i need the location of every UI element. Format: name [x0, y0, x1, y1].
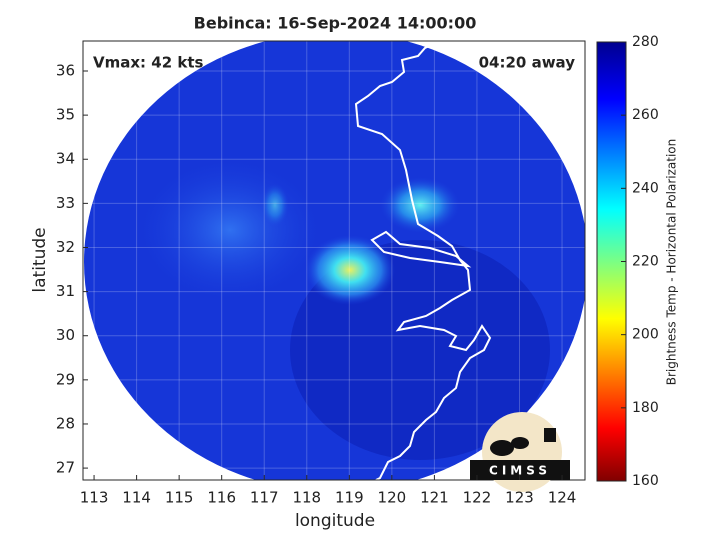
y-tick-label: 35 [56, 106, 75, 124]
colorbar-tick-label: 180 [632, 400, 659, 416]
logo-tower [544, 428, 556, 442]
x-tick-label: 114 [122, 489, 151, 507]
y-tick-label: 31 [56, 282, 75, 300]
y-tick-label: 28 [56, 414, 75, 432]
y-tick-label: 29 [56, 370, 75, 388]
x-tick-label: 124 [548, 489, 577, 507]
y-tick-label: 33 [56, 194, 75, 212]
x-tick-label: 115 [165, 489, 194, 507]
logo: CIMSS [470, 412, 570, 492]
x-tick-label: 123 [505, 489, 534, 507]
x-tick-label: 117 [250, 489, 279, 507]
colorbar-label: Brightness Temp - Horizontal Polarizatio… [665, 139, 679, 386]
x-tick-label: 113 [80, 489, 109, 507]
logo-dish [490, 440, 514, 456]
y-tick-label: 30 [56, 326, 75, 344]
x-axis-label: longitude [295, 511, 375, 531]
x-tick-label: 120 [378, 489, 407, 507]
chart-title: Bebinca: 16-Sep-2024 14:00:00 [194, 14, 477, 33]
colorbar-tick-label: 260 [632, 107, 659, 123]
y-tick-label: 36 [56, 62, 75, 80]
x-tick-label: 122 [463, 489, 492, 507]
cloud [140, 160, 320, 300]
cloud [261, 183, 289, 227]
y-tick-label: 27 [56, 459, 75, 477]
colorbar-tick-label: 280 [632, 34, 659, 50]
cloud [380, 177, 460, 233]
x-tick-label: 119 [335, 489, 364, 507]
cloud [305, 235, 395, 305]
plot-frame [82, 40, 586, 481]
y-axis-label: latitude [30, 227, 50, 292]
colorbar-tick-label: 200 [632, 327, 659, 343]
x-tick-label: 121 [420, 489, 449, 507]
colorbar-tick-label: 160 [632, 473, 659, 489]
colorbar-tick-label: 240 [632, 180, 659, 196]
x-tick-label: 118 [292, 489, 321, 507]
annotation: Vmax: 42 kts [93, 54, 203, 72]
annotation: 04:20 away [479, 54, 576, 72]
x-tick-label: 116 [207, 489, 236, 507]
y-tick-label: 32 [56, 238, 75, 256]
colorbar-tick-label: 220 [632, 254, 659, 270]
coastline [354, 41, 492, 480]
y-tick-label: 34 [56, 150, 75, 168]
plot-area [83, 41, 585, 480]
logo-dish [511, 437, 529, 449]
logo-bar [470, 460, 570, 480]
logo-text: CIMSS [489, 464, 551, 478]
